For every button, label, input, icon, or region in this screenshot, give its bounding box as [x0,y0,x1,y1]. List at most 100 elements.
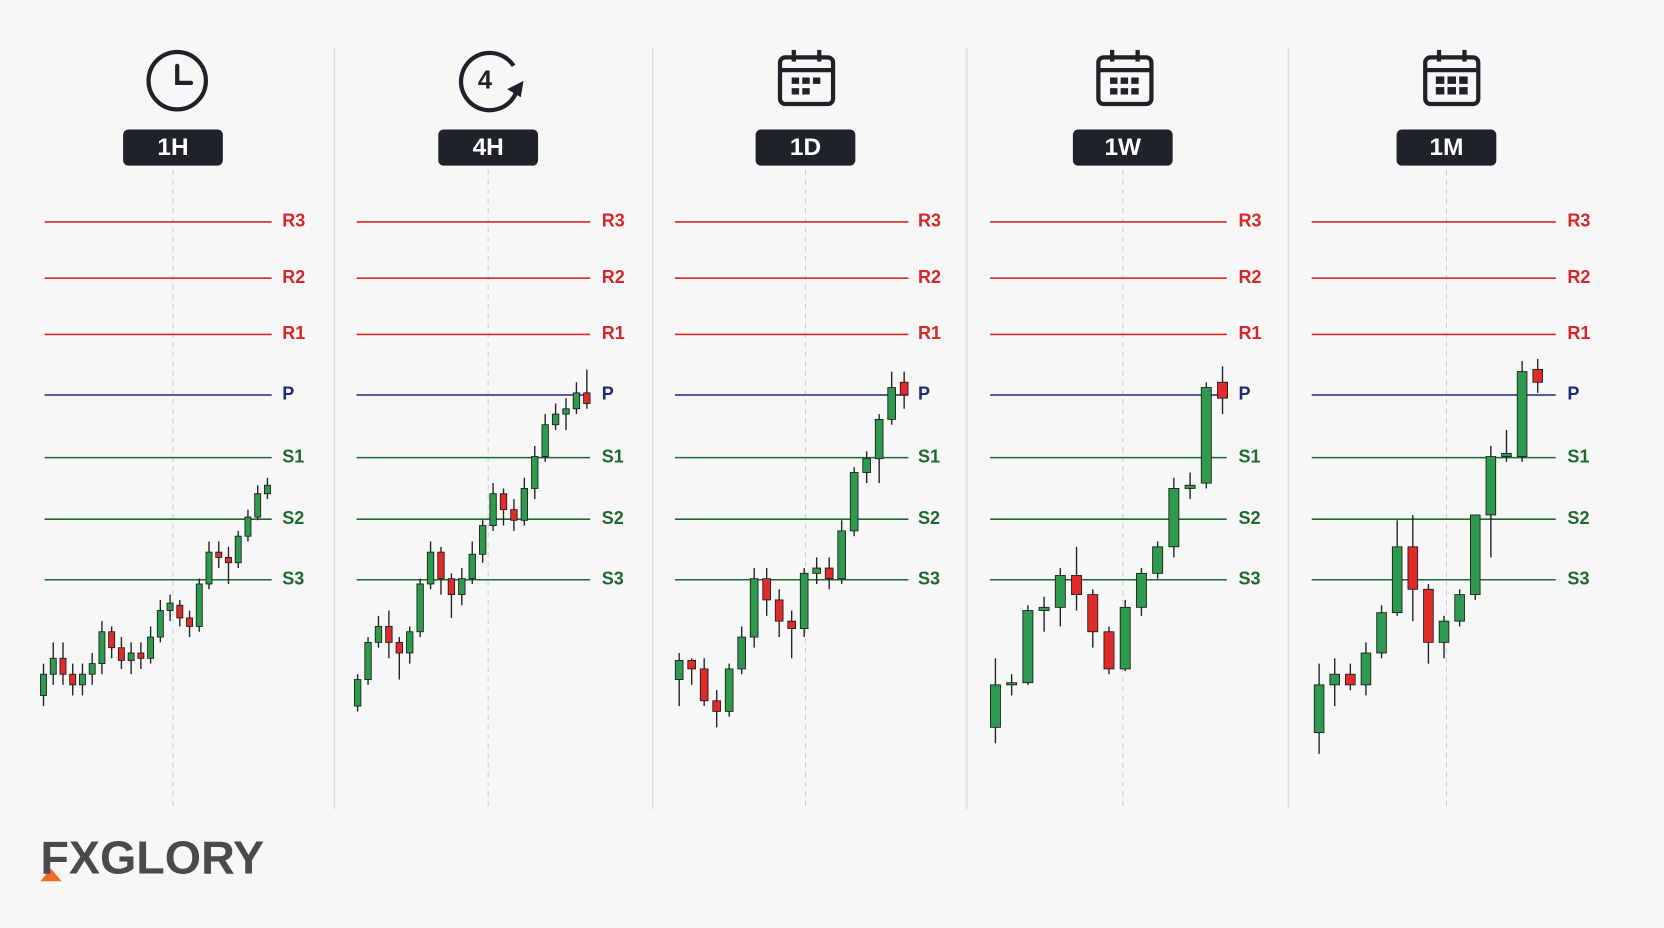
timeframe-label: 1D [790,134,821,161]
timeframe-label: 4H [473,134,504,161]
candle-body [127,652,135,661]
candle-body [1454,594,1465,622]
pivot-label: S1 [282,446,304,466]
candle-body [1423,588,1434,643]
candle-body [166,602,174,611]
candle-body [787,620,796,630]
candle-body [406,631,414,654]
candle-body [186,617,193,627]
candle-body [531,456,539,489]
pivot-label: P [1238,384,1250,404]
pivot-label: S1 [602,446,624,466]
candle-body [364,641,372,680]
candle-body [426,551,435,585]
pivot-label: P [1567,384,1579,404]
candle-body [416,583,424,633]
timeframe-badge [1396,129,1497,166]
candle-body [195,583,203,627]
pivot-label: R2 [282,267,305,287]
candle-body [385,626,393,643]
pivot-label: R1 [918,323,941,343]
candle-body [1438,620,1450,643]
candle-body [215,551,223,558]
panel-separators [333,47,1290,810]
calendar-icon [1096,49,1154,107]
candle-body [699,668,709,702]
candle-body [572,392,581,410]
candle-body [244,516,252,537]
candle-body [1360,652,1372,686]
candle-body [479,525,487,555]
timeframe-icons: 4 [146,49,1481,113]
pivot-label: S3 [1567,568,1589,588]
candle-body [1532,369,1543,383]
candle-body [874,418,884,460]
pivot-label: S2 [602,508,624,528]
candle-body [468,553,476,580]
candle-body [1345,673,1356,686]
pivot-label: R1 [1567,323,1590,343]
pivot-label: R1 [1238,323,1261,343]
candle-body [737,636,746,670]
candle-body [762,578,771,601]
timeframe-badge [755,129,856,166]
pivot-label: R1 [282,323,305,343]
pivot-label: R3 [602,211,625,231]
candle-body [156,610,164,638]
candle-body [69,673,77,686]
candle-body [862,458,871,473]
candle-body [1407,546,1419,590]
pivot-label: R3 [918,211,941,231]
pivot-label: S2 [1238,508,1260,528]
candle-body [147,636,155,659]
pivot-label: R2 [1567,267,1590,287]
candle-body [263,484,271,495]
calendar-icon [1423,49,1481,107]
candle-body [374,626,383,643]
timeframe-label: 1M [1430,134,1464,161]
pivot-label: R2 [918,267,941,287]
candle-body [551,413,560,426]
pivot-label: R3 [1238,211,1261,231]
candle-body [1376,612,1387,654]
pivot-label: P [602,384,614,404]
candle-body [1391,546,1403,614]
timeframe-badge [123,129,223,166]
candle-body [137,652,145,659]
candle-body [98,631,106,665]
candle-body [1087,594,1099,633]
pivot-label: R3 [282,211,305,231]
candle-body [1184,484,1196,489]
candle-body [562,408,570,415]
timeframe-badge [438,129,539,166]
candle-body [1469,514,1481,596]
candle-body [1054,575,1066,608]
candle-body [499,493,508,511]
candle-body [687,660,696,670]
timeframe-badge [1072,129,1173,166]
pivot-label: S1 [1567,446,1589,466]
candle-body [458,578,466,596]
pivot-label: R2 [1238,267,1261,287]
pivot-label: P [282,384,294,404]
candle-body [176,604,184,619]
candle-body [541,424,549,457]
candle-body [1135,572,1147,608]
candle-body [1071,575,1082,596]
candle-body [520,487,528,521]
timeframe-label: 1H [157,134,188,161]
candle-body [1501,452,1512,457]
candle-body [799,572,809,630]
candle-body [108,631,116,649]
candle-body [1313,684,1325,734]
candle-body [437,551,445,580]
candle-body [1168,487,1180,548]
candle-body [79,673,86,686]
candle-body [712,700,721,712]
candle-body [225,557,232,564]
candle-body [1217,381,1228,399]
candle-body [1119,606,1131,670]
candle-body [1152,546,1164,574]
candle-body [117,647,125,661]
